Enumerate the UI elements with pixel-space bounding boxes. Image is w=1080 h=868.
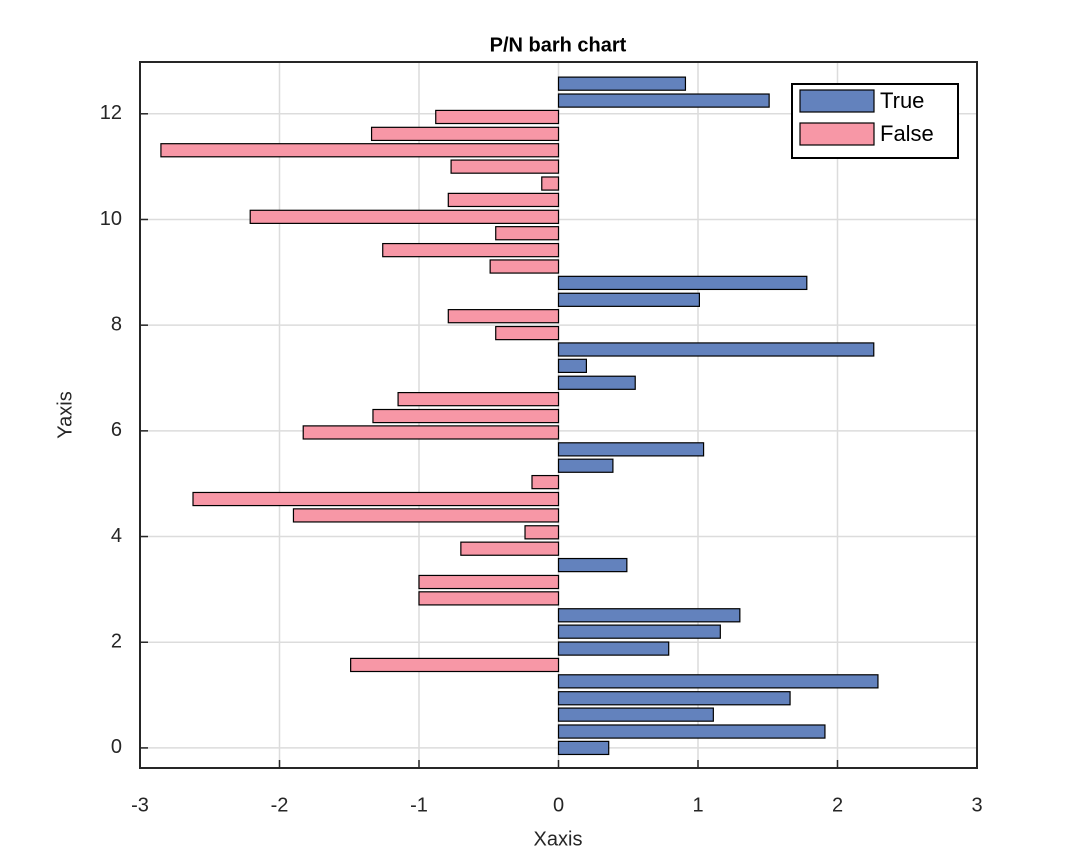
bar <box>557 624 721 639</box>
bar <box>489 259 560 274</box>
bar <box>557 375 636 390</box>
legend-swatch <box>799 89 875 113</box>
bar <box>557 557 628 573</box>
bar <box>557 76 687 91</box>
x-axis-label: Xaxis <box>534 828 583 850</box>
bar <box>460 541 560 556</box>
x-tick-label: -1 <box>410 794 428 816</box>
bar <box>557 691 791 706</box>
bar <box>447 192 560 208</box>
x-tick-label: 2 <box>832 794 843 816</box>
bar <box>524 525 560 540</box>
axes-box <box>139 61 978 769</box>
bar <box>557 275 808 291</box>
x-tick-label: -3 <box>131 794 149 816</box>
bar <box>192 491 560 507</box>
bar <box>418 591 560 606</box>
y-tick-label: 4 <box>111 525 122 547</box>
bar <box>450 159 560 174</box>
legend-swatch <box>799 122 875 146</box>
bar <box>557 458 614 473</box>
legend-label: False <box>880 121 934 146</box>
x-tick-label: -2 <box>271 794 289 816</box>
y-axis-label: Yaxis <box>54 391 76 438</box>
bar <box>435 109 560 125</box>
bar <box>557 707 714 722</box>
legend-label: True <box>880 88 924 113</box>
bar <box>557 608 741 623</box>
bar <box>372 408 560 424</box>
y-tick-label: 6 <box>111 419 122 441</box>
bar <box>557 442 705 457</box>
x-tick-label: 3 <box>971 794 982 816</box>
bar <box>302 425 560 440</box>
bar <box>447 309 560 324</box>
bar <box>292 508 560 523</box>
bar <box>160 143 560 158</box>
y-tick-label: 8 <box>111 313 122 335</box>
bar <box>557 342 875 357</box>
bar <box>370 126 560 142</box>
bar <box>557 724 826 739</box>
bar <box>495 226 560 241</box>
y-tick-label: 10 <box>100 208 122 230</box>
bar <box>557 93 770 108</box>
bar <box>382 242 560 258</box>
bar <box>531 474 560 490</box>
bar <box>418 574 560 590</box>
bar <box>557 358 587 374</box>
y-tick-label: 2 <box>111 631 122 653</box>
chart-title: P/N barh chart <box>490 34 627 56</box>
x-tick-label: 1 <box>692 794 703 816</box>
y-tick-label: 0 <box>111 736 122 758</box>
bar <box>495 325 560 341</box>
bar <box>541 176 560 191</box>
bar <box>557 740 610 756</box>
bar <box>350 657 560 673</box>
bar <box>397 391 560 407</box>
bar <box>557 674 879 689</box>
x-tick-label: 0 <box>553 794 564 816</box>
bar <box>557 641 670 656</box>
y-tick-label: 12 <box>100 102 122 124</box>
bar <box>249 209 560 224</box>
bar <box>557 292 700 307</box>
